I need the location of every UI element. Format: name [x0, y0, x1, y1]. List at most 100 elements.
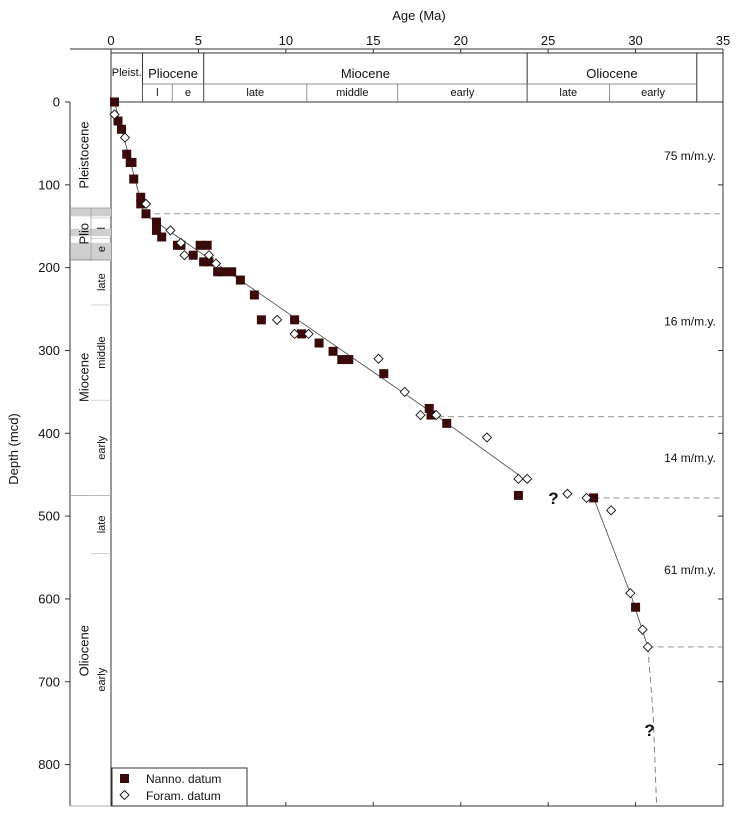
- nanno-datum-point: [151, 225, 161, 235]
- legend-nanno-marker: [120, 774, 129, 783]
- foram-datum-point: [642, 641, 653, 653]
- nanno-datum-point: [157, 232, 167, 242]
- nanno-datum-point: [426, 410, 436, 420]
- foram-datum-point: [179, 250, 190, 261]
- question-mark: ?: [548, 489, 558, 508]
- subdivision-label: early: [641, 87, 665, 99]
- subdivision-label: late: [559, 87, 577, 99]
- nanno-datum-point: [151, 217, 161, 227]
- timescale-band: Pleist. Pliocene Miocene Oliocene l e late midd…: [70, 48, 724, 103]
- subdivision-label: e: [185, 87, 191, 99]
- trend-line-dashed: [437, 416, 519, 476]
- x-tick-label: 30: [628, 33, 642, 48]
- trend-line-solid: [114, 101, 519, 476]
- legend-foram-label: Foram. datum: [146, 789, 221, 803]
- nanno-datum-point: [442, 418, 452, 428]
- trend-lines: [114, 101, 658, 807]
- subdivision-label: l: [156, 87, 158, 99]
- legend-foram-marker: [119, 789, 130, 801]
- nanno-datum-point: [204, 257, 214, 267]
- depth-stratigraphy-column: Pleistocene Plio Miocene Oliocene l e late midd…: [69, 102, 111, 807]
- nanno-datum-point: [195, 240, 205, 250]
- foram-datum-point: [481, 432, 493, 443]
- x-axis-ticks: 0 5 10 15 20 25 30 35: [107, 33, 730, 806]
- nanno-datum-point: [227, 267, 237, 277]
- foram-datum-point: [109, 109, 120, 120]
- strat-subdivision-label: late: [96, 273, 108, 291]
- rate-label: 16 m/m.y.: [664, 314, 716, 328]
- foram-datum-point: [140, 198, 152, 210]
- rate-label: 61 m/m.y.: [664, 563, 716, 577]
- subdivision-label: early: [451, 87, 475, 99]
- trend-line-dashed: [647, 646, 658, 807]
- foram-datum-point: [271, 314, 283, 325]
- foram-datum-point: [289, 328, 300, 340]
- nanno-datum-point: [379, 369, 389, 379]
- nanno-datum-point: [136, 199, 146, 209]
- trend-line-solid: [593, 497, 649, 648]
- y-tick-label: 700: [38, 674, 60, 689]
- y-axis-ticks: 0 100 200 300 400 500 600 700 800: [38, 95, 723, 772]
- x-tick-label: 0: [107, 33, 114, 48]
- nanno-datum-point: [297, 329, 307, 339]
- foram-datum-point: [562, 488, 573, 499]
- nanno-datum-point: [109, 97, 119, 107]
- rate-label: 14 m/m.y.: [664, 451, 716, 465]
- timescale-frame: [110, 52, 724, 103]
- nanno-datum-point: [631, 602, 641, 612]
- nanno-datum-point: [589, 493, 599, 503]
- nanno-datum-point: [141, 209, 151, 219]
- foram-datum-point: [210, 258, 222, 269]
- strat-subdivision-label: middle: [96, 336, 108, 368]
- strat-subdivision-label: early: [96, 435, 108, 459]
- x-tick-label: 15: [366, 33, 380, 48]
- nanno-datum-point: [202, 240, 212, 250]
- rate-boundary-lines: [144, 213, 723, 648]
- foram-datum-point: [165, 225, 176, 236]
- nanno-datum-point: [129, 174, 139, 184]
- strat-subdivision-label: late: [96, 516, 108, 534]
- nanno-datum-point: [344, 355, 354, 365]
- foram-datum-point: [373, 353, 384, 364]
- foram-datum-point: [513, 473, 524, 484]
- epoch-label: Miocene: [341, 66, 390, 81]
- foram-datum-point: [522, 473, 533, 484]
- foram-datum-point: [581, 492, 592, 504]
- epoch-label: Pliocene: [148, 66, 198, 81]
- foram-datum-point: [625, 588, 636, 599]
- strat-epoch-label: Plio: [76, 223, 91, 245]
- strat-epoch-label: Oliocene: [76, 625, 91, 676]
- x-tick-label: 25: [541, 33, 555, 48]
- strat-subdivision-label: early: [96, 667, 108, 691]
- nanno-datum-point: [256, 315, 266, 325]
- foram-datum-point: [303, 328, 314, 340]
- x-tick-label: 20: [453, 33, 467, 48]
- y-tick-label: 400: [38, 426, 60, 441]
- x-tick-label: 35: [716, 33, 730, 48]
- y-tick-label: 600: [38, 591, 60, 606]
- epoch-label: Pleist.: [112, 67, 142, 79]
- nanno-datum-point: [337, 355, 347, 365]
- y-tick-label: 100: [38, 177, 60, 192]
- nanno-datum-point: [290, 315, 300, 325]
- nanno-datum-point: [188, 250, 198, 260]
- nanno-datum-point: [213, 267, 223, 277]
- x-tick-label: 10: [279, 33, 293, 48]
- nanno-datum-point: [136, 192, 146, 202]
- rate-label: 75 m/m.y.: [664, 149, 716, 163]
- foram-datum-point: [399, 386, 410, 398]
- nanno-datum-point: [113, 116, 123, 126]
- x-axis-title: Age (Ma): [392, 8, 445, 23]
- y-tick-label: 200: [38, 260, 60, 275]
- nanno-datum-point: [513, 490, 523, 500]
- nanno-datum-point: [314, 338, 324, 348]
- nanno-datum-point: [122, 149, 132, 159]
- strat-epoch-label: Pleistocene: [76, 121, 91, 188]
- nanno-datum-point: [218, 267, 228, 277]
- nanno-datum-point: [328, 346, 338, 356]
- nanno-datum-point: [116, 124, 126, 134]
- nanno-datum-point: [249, 290, 259, 300]
- strat-epoch-label: Miocene: [76, 353, 91, 402]
- nanno-datum-point: [199, 257, 209, 267]
